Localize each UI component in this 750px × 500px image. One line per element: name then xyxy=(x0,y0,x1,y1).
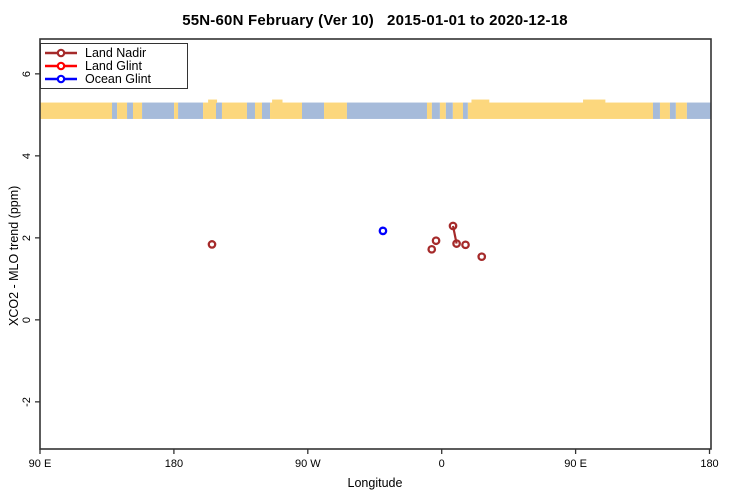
map-strip-ocean-segment xyxy=(127,102,133,119)
map-strip-ocean-segment xyxy=(445,102,453,119)
land-nadir-line-marker-icon xyxy=(45,48,77,57)
map-strip-land-segment xyxy=(203,102,217,119)
x-tick-label: 90 E xyxy=(564,458,587,470)
x-tick-label: 90 E xyxy=(28,458,52,470)
data-point-land-nadir xyxy=(448,221,458,231)
data-point-land-nadir xyxy=(452,239,461,248)
map-strip-land-bump xyxy=(272,99,283,104)
map-strip-ocean-segment xyxy=(686,102,711,119)
x-tick-label: 180 xyxy=(700,458,719,470)
y-tick-label: 6 xyxy=(21,70,33,77)
map-strip-land-bump xyxy=(208,99,218,104)
map-strip-ocean-segment xyxy=(246,102,255,119)
map-strip-ocean-segment xyxy=(216,102,222,119)
y-tick-label: 4 xyxy=(21,152,33,159)
map-strip-ocean-segment xyxy=(112,102,118,119)
land-glint-line-marker-icon xyxy=(45,61,77,71)
legend-label: Land Nadir xyxy=(85,45,147,60)
y-tick-label: 0 xyxy=(21,316,33,323)
map-strip-land-segment xyxy=(324,102,347,119)
map-strip-land-segment xyxy=(270,102,303,119)
map-strip-land-segment xyxy=(426,102,432,119)
map-strip-land-segment xyxy=(675,102,687,119)
legend-item-land-glint: Land Glint xyxy=(41,59,187,72)
x-tick-label: 180 xyxy=(164,458,184,470)
map-strip-ocean-segment xyxy=(178,102,204,119)
map-strip-land-segment xyxy=(254,102,262,119)
map-strip-land-bump xyxy=(583,99,606,104)
map-strip-land-segment xyxy=(221,102,247,119)
map-strip-ocean-segment xyxy=(652,102,660,119)
map-strip-ocean-segment xyxy=(431,102,440,119)
data-point-land-nadir xyxy=(427,244,437,254)
legend-box: Land Nadir Land Glint Ocean Glint xyxy=(40,43,188,89)
x-tick-label: 90 W xyxy=(294,458,321,470)
x-axis-label: Longitude xyxy=(347,476,403,490)
map-strip-ocean-segment xyxy=(669,102,676,119)
data-point-land-nadir xyxy=(477,252,487,262)
y-tick-label: 2 xyxy=(21,234,33,241)
map-strip-land-segment xyxy=(659,102,670,119)
map-strip-ocean-segment xyxy=(261,102,271,119)
map-strip-land-segment xyxy=(439,102,446,119)
data-point-land-nadir xyxy=(461,240,470,250)
map-strip-ocean-segment xyxy=(462,102,468,119)
map-strip-land-segment xyxy=(174,102,179,119)
legend-item-land-nadir: Land Nadir xyxy=(41,46,187,59)
map-strip-ocean-segment xyxy=(142,102,175,119)
legend-label: Land Glint xyxy=(85,58,142,73)
map-strip-land-segment xyxy=(132,102,143,119)
map-strip-land-segment xyxy=(40,102,113,119)
map-strip-land-segment xyxy=(452,102,463,119)
plot-border xyxy=(39,38,712,450)
legend-label: Ocean Glint xyxy=(85,72,152,87)
legend-item-ocean-glint: Ocean Glint xyxy=(41,73,187,86)
data-point-ocean-glint xyxy=(378,226,388,236)
map-strip-land-bump xyxy=(471,99,490,104)
map-strip-ocean-segment xyxy=(302,102,325,119)
data-point-land-nadir xyxy=(207,240,217,249)
x-tick-label: 0 xyxy=(438,458,445,470)
map-strip-land-segment xyxy=(117,102,128,119)
ocean-glint-line-marker-icon xyxy=(45,75,77,84)
chart-title: 55N-60N February (Ver 10) 2015-01-01 to … xyxy=(182,12,568,29)
map-strip-land-segment xyxy=(467,102,653,119)
data-point-land-nadir xyxy=(431,236,441,246)
y-tick-label: -2 xyxy=(21,396,33,407)
map-strip-ocean-segment xyxy=(346,102,427,119)
